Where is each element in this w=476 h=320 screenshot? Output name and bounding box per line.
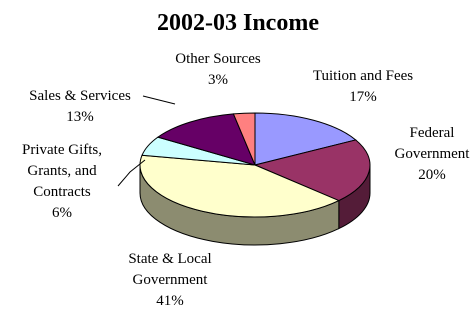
label-private-gifts-grants-and-contracts: Private Gifts, Grants, and Contracts 6% bbox=[22, 142, 102, 221]
slice-value-other-sources: 3% bbox=[208, 72, 228, 88]
label-other-sources: Other Sources 3% bbox=[175, 51, 261, 88]
slice-label-other-sources: Other Sources bbox=[175, 51, 261, 67]
slice-label-state-and-local-government: State & Local Government bbox=[128, 251, 211, 288]
label-tuition-and-fees: Tuition and Fees 17% bbox=[313, 68, 413, 105]
slice-tuition-and-fees bbox=[254, 112, 357, 166]
leader-private-gifts bbox=[117, 159, 146, 187]
slice-label-sales-and-services: Sales & Services bbox=[29, 88, 131, 104]
pie-top bbox=[139, 112, 371, 218]
slice-label-tuition-and-fees: Tuition and Fees bbox=[313, 68, 413, 84]
label-state-and-local-government: State & Local Government 41% bbox=[128, 251, 211, 309]
label-sales-and-services: Sales & Services 13% bbox=[29, 88, 131, 125]
slice-other-sources bbox=[232, 112, 256, 166]
slice-sales-and-services bbox=[156, 113, 256, 166]
slice-value-state-and-local-government: 41% bbox=[156, 293, 184, 309]
slice-state-and-local-government bbox=[139, 154, 341, 218]
slice-value-sales-and-services: 13% bbox=[66, 109, 94, 125]
leader-sales-and-services bbox=[142, 95, 176, 105]
slice-federal-government bbox=[253, 139, 371, 202]
slice-value-private-gifts-grants-and-contracts: 6% bbox=[52, 205, 72, 221]
chart-title: 2002-03 Income bbox=[157, 10, 319, 36]
slice-label-private-gifts-grants-and-contracts: Private Gifts, Grants, and Contracts bbox=[22, 142, 102, 200]
slice-value-federal-government: 20% bbox=[418, 167, 446, 183]
slice-labels: Tuition and Fees 17% Federal Government 20% S… bbox=[22, 51, 470, 309]
slice-label-federal-government: Federal Government bbox=[395, 125, 471, 162]
slice-value-tuition-and-fees: 17% bbox=[349, 89, 377, 105]
label-federal-government: Federal Government 20% bbox=[395, 125, 471, 183]
